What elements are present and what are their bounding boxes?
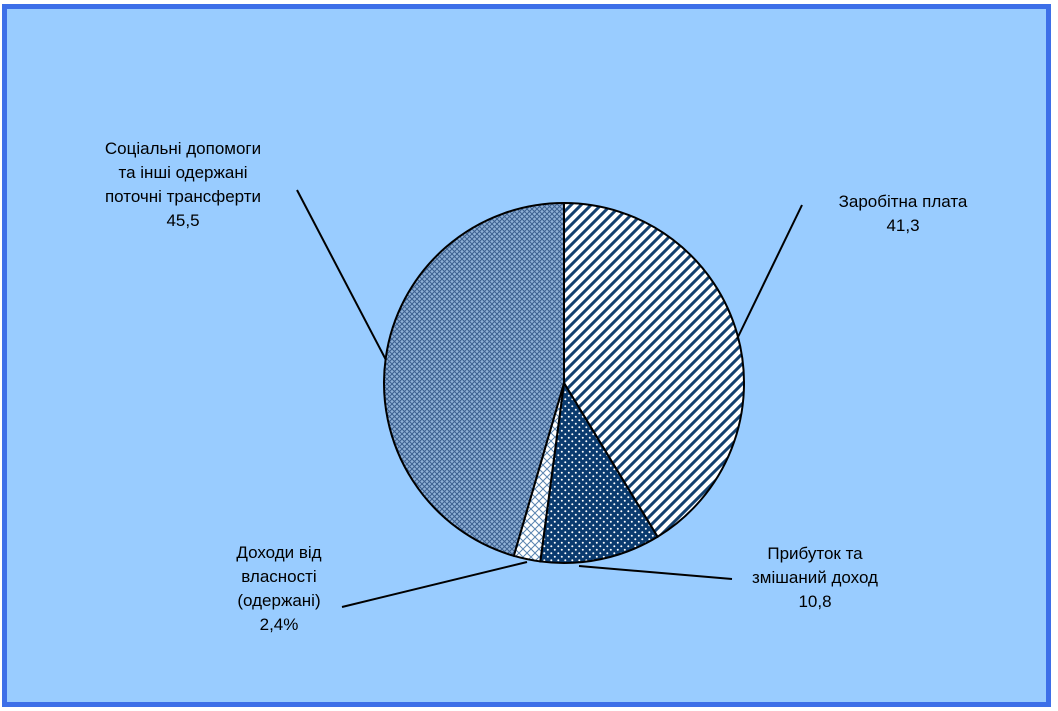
- leader-line-social: [296, 189, 387, 361]
- category-label-wages: Заробітна плата: [839, 192, 968, 211]
- category-label-social: та інші одержані: [119, 163, 248, 182]
- value-label-property: 2,4%: [260, 615, 299, 634]
- data-label-property: Доходи від власності (одержані) 2,4%: [236, 543, 321, 634]
- pie-chart: Заробітна плата 41,3 Прибуток та змішаний д…: [105, 139, 968, 634]
- pie-slice-wages: [563, 201, 745, 539]
- value-label-wages: 41,3: [886, 216, 919, 235]
- category-label-property: Доходи від: [236, 543, 321, 562]
- value-label-profit: 10,8: [798, 592, 831, 611]
- category-label-profit: змішаний доход: [752, 568, 878, 587]
- leader-line-property: [341, 561, 528, 608]
- data-label-wages: Заробітна плата 41,3: [839, 192, 968, 235]
- category-label-profit: Прибуток та: [767, 544, 863, 563]
- value-label-social: 45,5: [166, 211, 199, 230]
- category-label-property: (одержані): [237, 591, 320, 610]
- data-label-social: Соціальні допомоги та інші одержані поточн…: [105, 139, 261, 230]
- data-label-profit: Прибуток та змішаний доход 10,8: [752, 544, 878, 611]
- chart-frame: Заробітна плата 41,3 Прибуток та змішаний д…: [2, 4, 1051, 707]
- category-label-social: поточні трансферти: [105, 187, 261, 206]
- category-label-social: Соціальні допомоги: [105, 139, 261, 158]
- pie-slice-profit: [539, 380, 659, 564]
- category-label-property: власності: [241, 567, 316, 586]
- leader-line-profit: [578, 565, 733, 580]
- leader-line-wages: [736, 204, 803, 340]
